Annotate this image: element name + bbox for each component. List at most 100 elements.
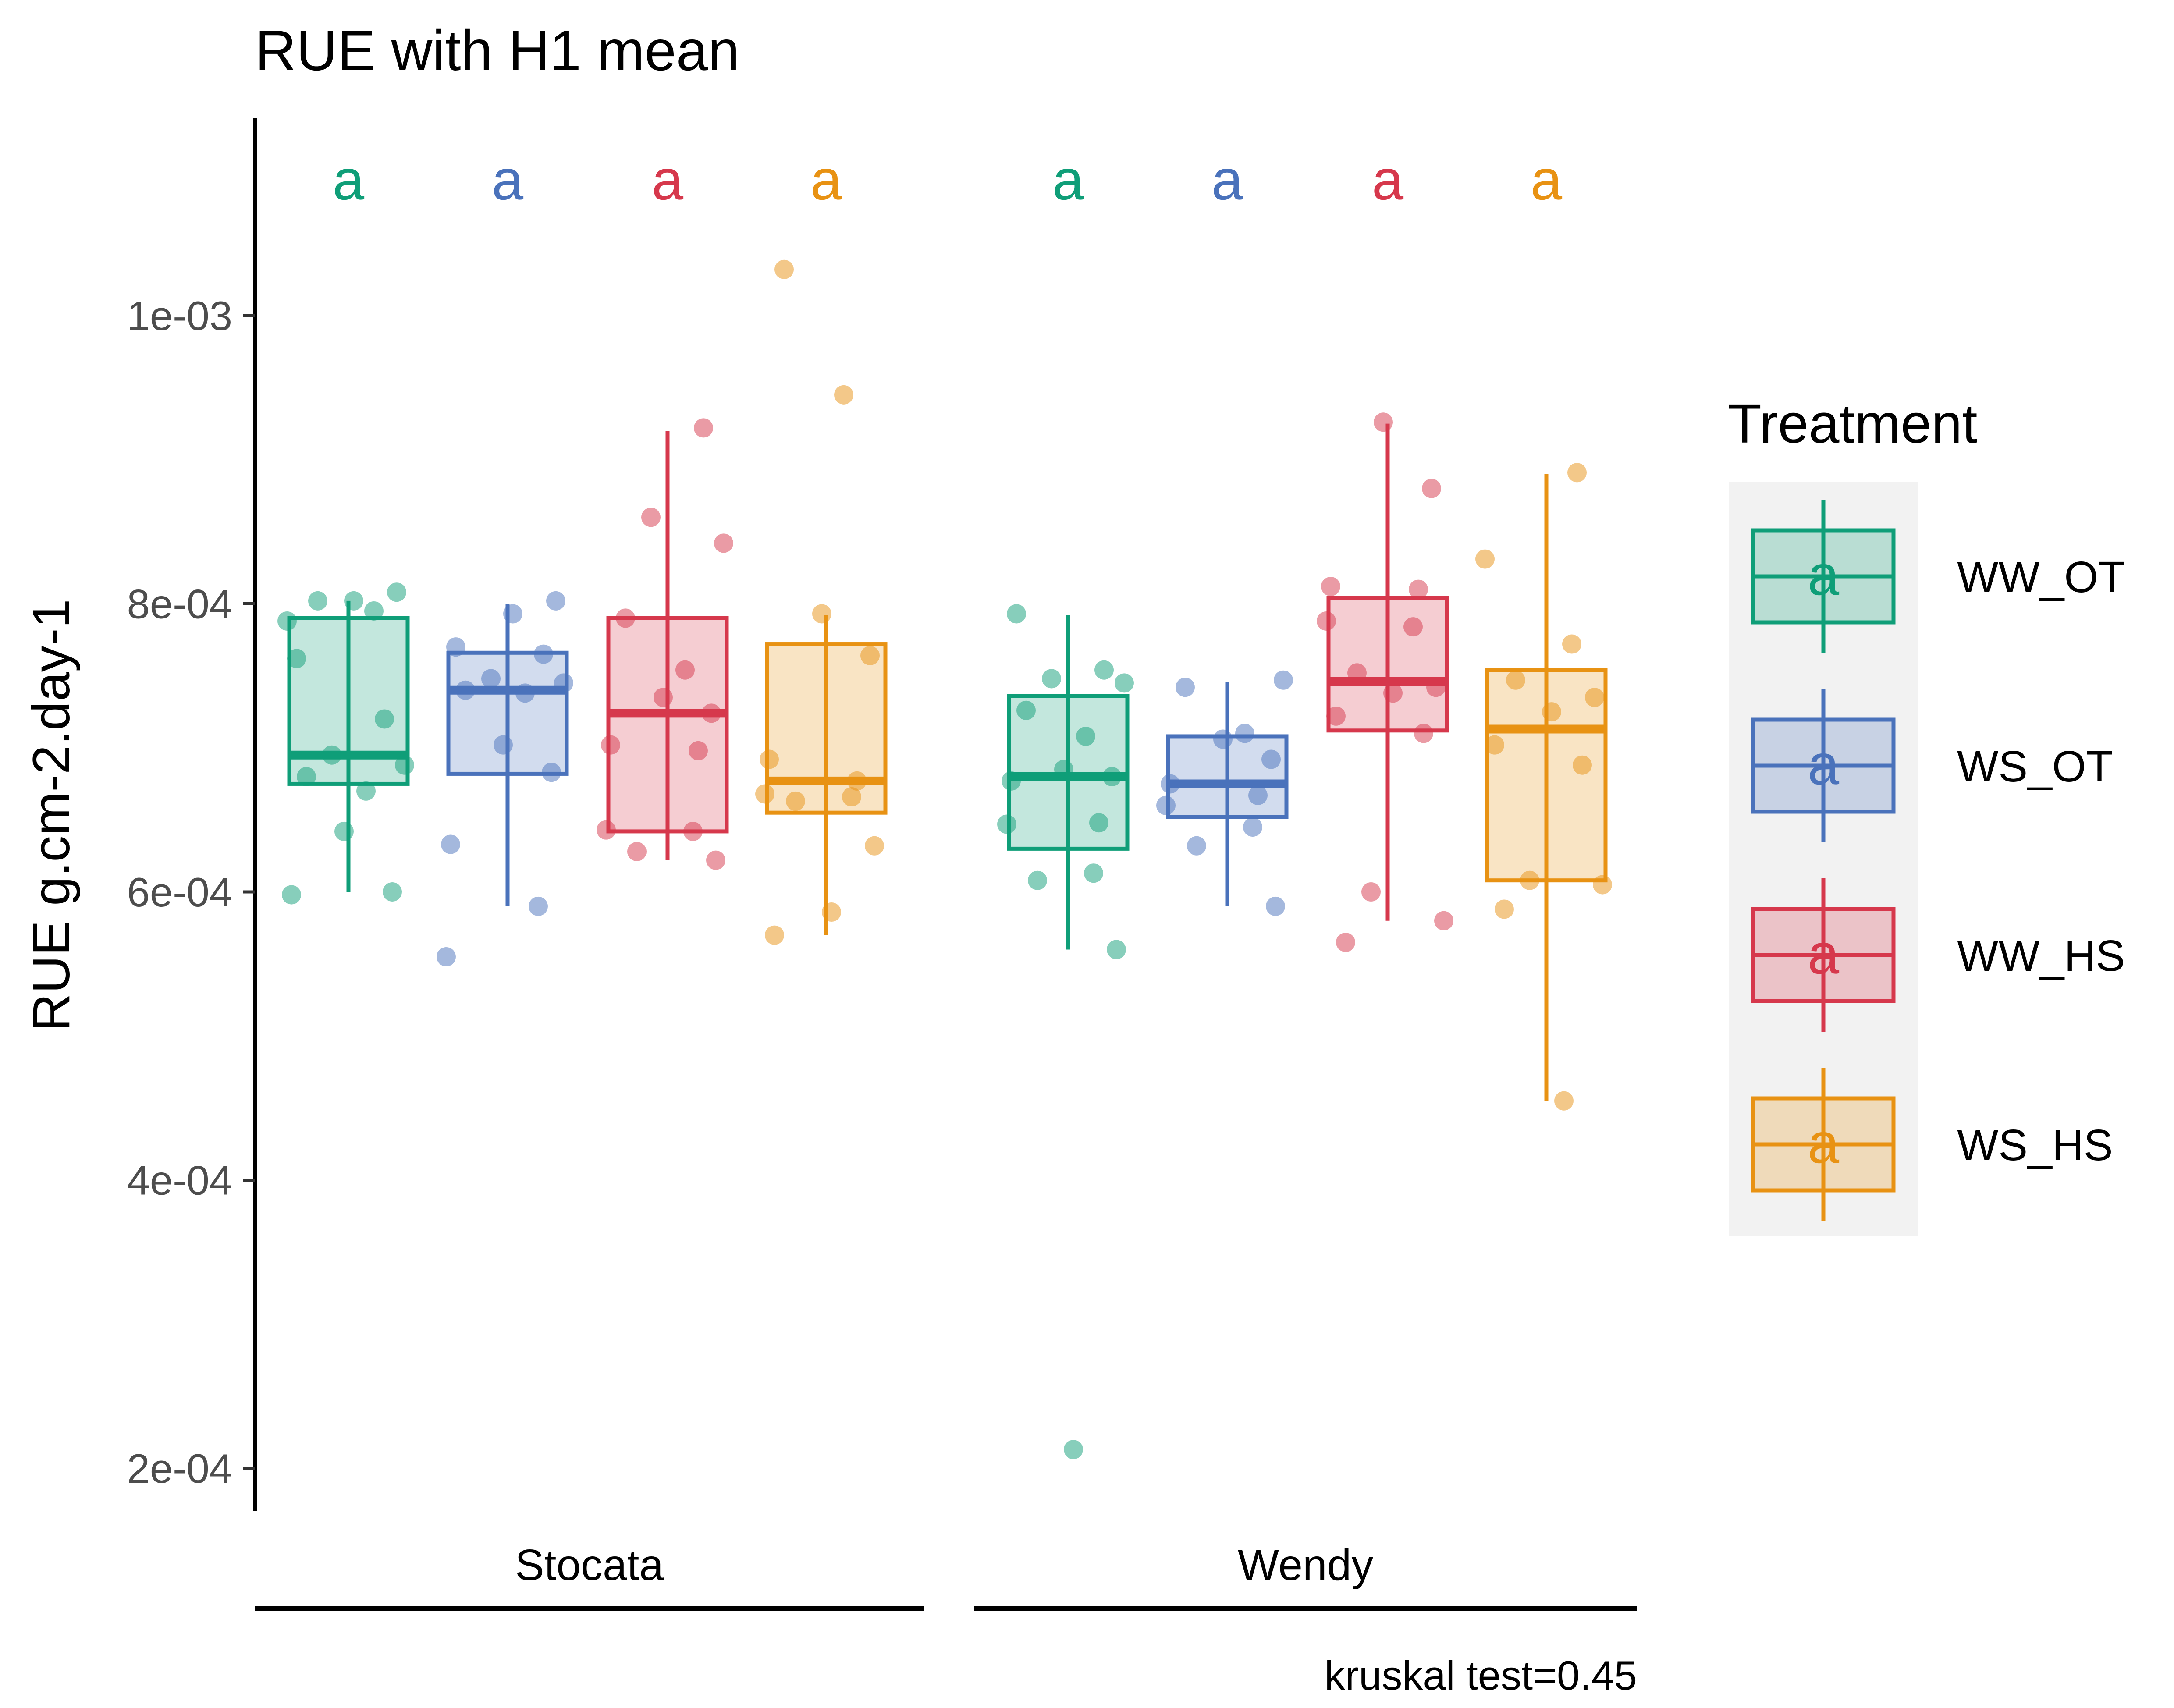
significance-letter: a (492, 148, 524, 212)
box-wendy-ww_ot: a (997, 148, 1134, 1459)
data-point (344, 591, 363, 611)
data-point (1042, 669, 1061, 689)
legend-key-letter: a (1808, 543, 1840, 607)
data-point (515, 683, 535, 703)
data-point (1573, 755, 1592, 775)
data-point (1084, 863, 1103, 883)
data-point (481, 669, 501, 689)
data-point (1243, 817, 1262, 837)
data-point (842, 787, 861, 807)
legend-key-letter: a (1808, 922, 1840, 986)
significance-letter: a (1372, 148, 1404, 212)
data-point (554, 673, 573, 693)
data-point (446, 637, 465, 657)
data-point (1567, 463, 1587, 483)
data-point (1266, 896, 1285, 916)
data-point (641, 508, 661, 527)
data-point (1347, 663, 1367, 683)
data-point (1383, 683, 1403, 703)
box-body (765, 642, 888, 815)
box-stocata-ws_hs: a (755, 148, 888, 945)
data-point (534, 644, 553, 664)
data-point (334, 821, 354, 841)
significance-letter: a (810, 148, 842, 212)
data-point (1213, 729, 1233, 749)
data-point (1403, 617, 1423, 637)
box-wendy-ww_hs: a (1317, 148, 1453, 952)
significance-letter: a (1052, 148, 1084, 212)
significance-letter: a (652, 148, 684, 212)
data-point (694, 418, 713, 438)
data-point (1361, 882, 1381, 902)
data-point (1274, 670, 1293, 690)
data-point (282, 885, 301, 905)
data-point (1235, 724, 1254, 743)
legend-label: WS_HS (1957, 1121, 2113, 1170)
data-point (706, 850, 725, 870)
chart-caption: kruskal test=0.45 (1325, 1652, 1637, 1698)
legend-key-letter: a (1808, 732, 1840, 796)
data-point (601, 735, 620, 755)
data-point (654, 688, 673, 707)
legend: Treatment a WW_OTa WS_OTa WW_HSa WS_HS (1728, 393, 2125, 1236)
data-point (702, 703, 721, 723)
facet-label: Stocata (515, 1541, 664, 1590)
legend-label: WW_HS (1957, 931, 2125, 980)
data-point (597, 820, 616, 840)
data-point (308, 591, 327, 611)
data-point (1107, 940, 1126, 959)
data-point (387, 582, 406, 602)
data-point (375, 709, 394, 729)
box-body (1166, 734, 1289, 819)
data-point (675, 660, 695, 680)
data-point (714, 533, 733, 553)
data-point (456, 680, 475, 700)
data-point (529, 896, 548, 916)
y-axis-ticks: 2e-04 4e-04 6e-04 8e-04 1e-03 (127, 293, 255, 1491)
data-point (1326, 706, 1346, 726)
data-point (1028, 870, 1047, 890)
data-point (1485, 735, 1504, 755)
data-point (1374, 412, 1393, 432)
significance-letter: a (1531, 148, 1563, 212)
data-point (1248, 785, 1268, 805)
facet-label: Wendy (1238, 1541, 1373, 1590)
data-point (1562, 634, 1581, 654)
data-point (786, 791, 805, 811)
legend-key-letter: a (1808, 1111, 1840, 1175)
y-tick-label: 8e-04 (127, 581, 232, 627)
data-point (297, 767, 316, 786)
significance-letter: a (1211, 148, 1243, 212)
data-point (1593, 875, 1612, 895)
data-point (494, 735, 513, 755)
data-point (1161, 774, 1180, 794)
significance-letter: a (333, 148, 365, 212)
data-point (1094, 660, 1114, 680)
legend-item-ws_ot: a WS_OT (1751, 689, 2113, 842)
data-point (1585, 688, 1604, 707)
data-point (1554, 1091, 1574, 1111)
data-point (1520, 870, 1539, 890)
data-point (542, 763, 561, 782)
box-stocata-ww_ot: a (277, 148, 414, 905)
data-point (383, 882, 402, 902)
data-point (1115, 673, 1134, 693)
data-point (1409, 579, 1428, 599)
data-point (1542, 702, 1561, 722)
data-point (1495, 899, 1514, 919)
data-point (503, 604, 522, 624)
data-point (1261, 749, 1281, 769)
data-point (287, 649, 306, 668)
data-point (834, 385, 853, 405)
data-point (395, 755, 414, 775)
data-point (1426, 678, 1446, 697)
data-point (1506, 670, 1525, 690)
data-point (822, 902, 841, 922)
box-body (446, 650, 569, 776)
data-point (277, 611, 297, 631)
chart-title: RUE with H1 mean (255, 18, 739, 82)
data-point (755, 784, 774, 804)
data-point (812, 604, 831, 624)
